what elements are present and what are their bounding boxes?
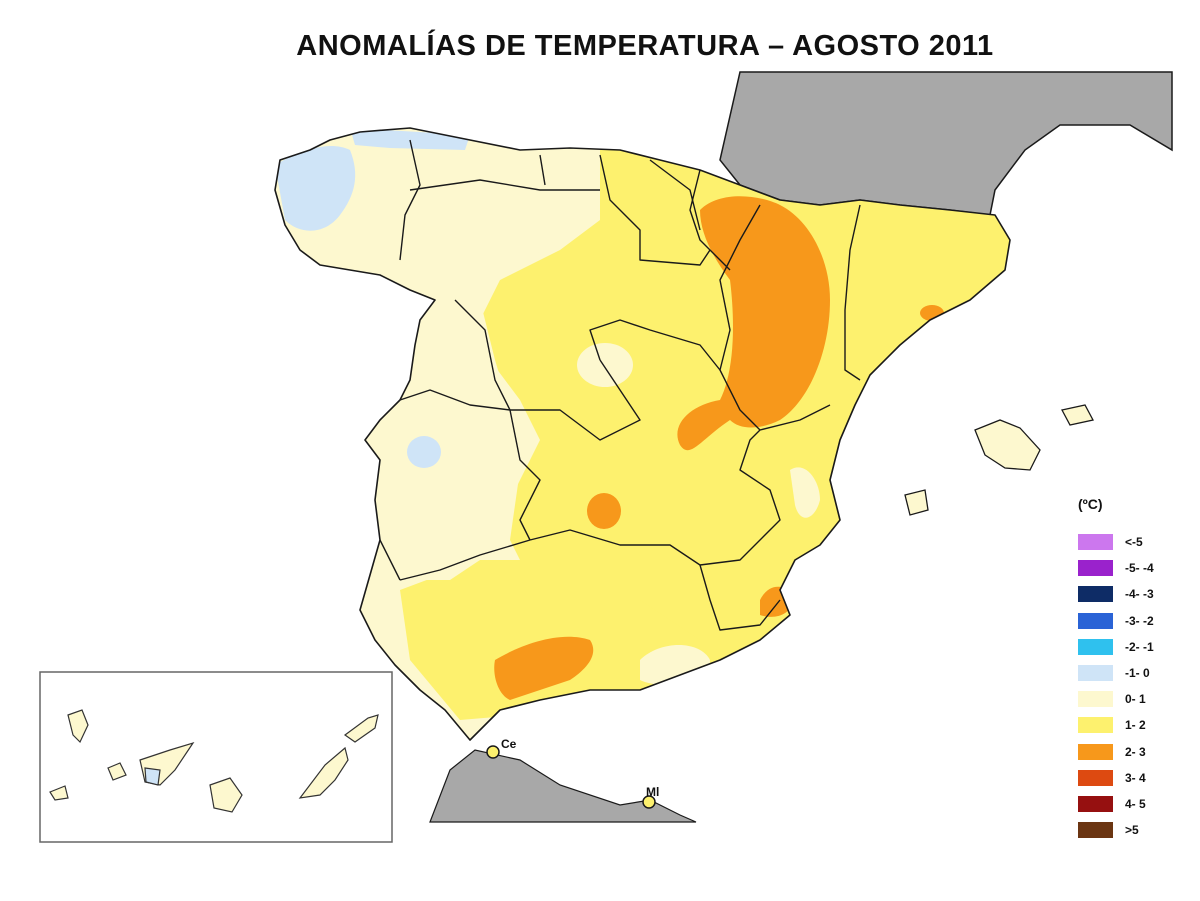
island-tenerife-cool [144,767,161,786]
ceuta-label: Ce [501,737,517,751]
legend-item: -1- 0 [1078,660,1188,686]
island-lanzarote [343,714,379,743]
zone-minus1-0-galicia [275,145,356,231]
legend-item: 1- 2 [1078,712,1188,738]
balearic-islands [904,404,1094,516]
legend-swatch [1078,612,1113,629]
legend-swatch [1078,691,1113,708]
legend-label: >5 [1125,823,1139,838]
melilla-marker [642,795,656,809]
canary-islands-inset [39,671,393,843]
island-menorca [1061,404,1094,426]
zone-0-1-madrid [577,343,633,387]
legend-item: 0- 1 [1078,686,1188,712]
legend-item: -3- -2 [1078,608,1188,634]
island-ibiza [904,489,929,516]
zone-2-3-andalusia [494,636,594,700]
legend-item: <-5 [1078,529,1188,555]
legend: (ºC) <-5 -5- -4 -4- -3 -3- -2 -2- -1 -1-… [1078,496,1188,843]
island-la-palma [67,709,89,744]
legend-swatch [1078,717,1113,734]
legend-label: -3- -2 [1125,613,1154,628]
zone-0-1-north-center [415,190,570,290]
legend-item: -2- -1 [1078,634,1188,660]
legend-swatch [1078,560,1113,577]
legend-label: 1- 2 [1125,718,1146,733]
africa-land [429,749,697,823]
spain-coastline [274,127,1011,741]
france-land [719,71,1173,216]
region-borders [379,139,861,631]
legend-swatch [1078,586,1113,603]
map-title: ANOMALÍAS DE TEMPERATURA – AGOSTO 2011 [296,30,994,62]
zone-2-3-central [587,493,621,529]
legend-item: >5 [1078,817,1188,843]
legend-label: -4- -3 [1125,587,1154,602]
zone-2-3-aragon [677,196,830,451]
legend-label: -2- -1 [1125,639,1154,654]
legend-swatch [1078,822,1113,839]
legend-swatch [1078,638,1113,655]
legend-item: -4- -3 [1078,581,1188,607]
legend-label: -5- -4 [1125,561,1154,576]
zone-minus1-0-extremadura [407,436,441,468]
island-fuerteventura [298,746,349,799]
legend-item: 3- 4 [1078,765,1188,791]
island-mallorca [974,419,1041,471]
legend-item: 4- 5 [1078,791,1188,817]
legend-rows: <-5 -5- -4 -4- -3 -3- -2 -2- -1 -1- 0 0-… [1078,529,1188,843]
legend-label: 0- 1 [1125,692,1146,707]
legend-swatch [1078,795,1113,812]
legend-label: -1- 0 [1125,666,1150,681]
legend-swatch [1078,743,1113,760]
ceuta-marker [486,745,500,759]
legend-label: <-5 [1125,535,1143,550]
melilla-label: Ml [646,785,659,799]
legend-item: -5- -4 [1078,555,1188,581]
island-el-hierro [49,785,69,801]
legend-label: 4- 5 [1125,796,1146,811]
canary-islands [49,709,379,813]
zone-0-1-west-center [370,300,520,580]
legend-label: 3- 4 [1125,770,1146,785]
island-gran-canaria [209,777,243,813]
legend-swatch [1078,534,1113,551]
legend-swatch [1078,769,1113,786]
legend-label: 2- 3 [1125,744,1146,759]
island-la-gomera [107,762,127,781]
legend-item: 2- 3 [1078,739,1188,765]
zone-0-1-east-coast [790,467,820,518]
legend-unit: (ºC) [1078,496,1103,512]
legend-swatch [1078,665,1113,682]
